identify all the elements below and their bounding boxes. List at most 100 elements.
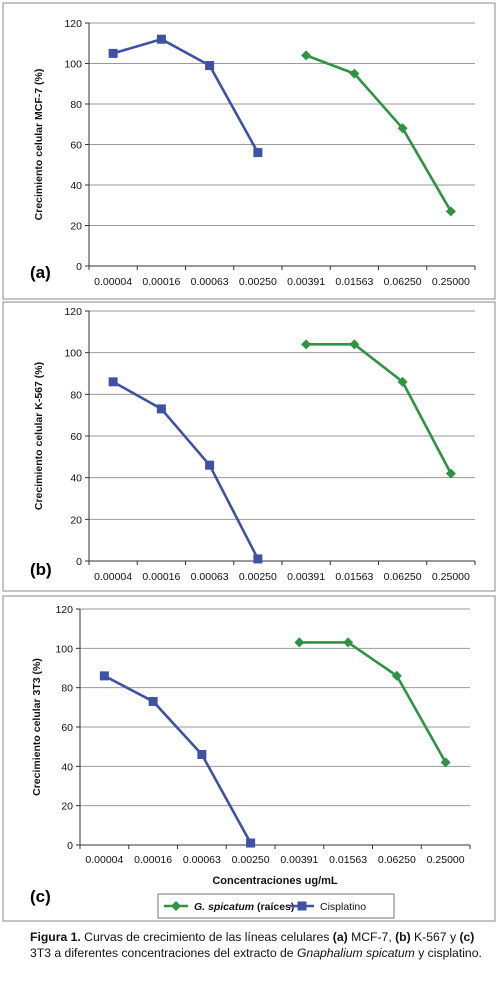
- legend-label-name: G. spicatum: [194, 901, 254, 913]
- y-tick-label: 20: [70, 221, 82, 233]
- y-tick-label: 80: [70, 99, 82, 111]
- x-tick-label: 0.25000: [432, 276, 470, 288]
- y-tick-label: 20: [61, 801, 73, 813]
- data-point: [148, 696, 158, 706]
- y-tick-label: 20: [70, 514, 82, 526]
- x-tick-label: 0.00004: [85, 854, 123, 866]
- data-point: [108, 377, 118, 387]
- chart-panel-1: 0 20 40 60 80 100 120 0.00004 0.00016 0.00063 0.00…: [2, 2, 496, 300]
- caption-panel-a: (a): [332, 930, 348, 944]
- x-tick-label: 0.06250: [384, 276, 422, 288]
- chart-frame: [2, 301, 496, 592]
- x-tick-label: 0.00004: [94, 276, 132, 288]
- data-point: [445, 468, 456, 479]
- x-tick-label: 0.00391: [287, 571, 325, 583]
- data-point: [99, 671, 109, 681]
- y-tick-label: 100: [55, 643, 73, 655]
- x-tick-label: 0.00063: [191, 571, 229, 583]
- y-axis-label: Crecimiento celular 3T3 (%): [31, 658, 43, 796]
- chart-legend: G. spicatum (raíces) Cisplatino: [157, 893, 395, 919]
- y-tick-label: 80: [70, 389, 82, 401]
- data-point: [205, 61, 215, 71]
- x-tick-label: 0.25000: [427, 854, 465, 866]
- series-line: [305, 54, 452, 212]
- series-line: [306, 343, 453, 475]
- chart-panel-3: 0 20 40 60 80 100 120 0.00004 0.00016 0.00063 0.00…: [2, 595, 496, 922]
- x-tick-label: 0.00016: [134, 854, 172, 866]
- x-tick-label: 0.00063: [183, 854, 221, 866]
- data-point: [205, 460, 215, 470]
- legend-label-suffix: (raíces): [254, 901, 294, 913]
- y-tick-label: 80: [61, 683, 73, 695]
- x-tick-label: 0.00250: [232, 854, 270, 866]
- data-point: [253, 554, 263, 564]
- x-tick-label: 0.01563: [335, 571, 373, 583]
- caption-figure-label: Figura 1.: [30, 930, 81, 944]
- x-tick-label: 0.25000: [432, 571, 470, 583]
- y-tick-label: 100: [64, 59, 82, 71]
- data-point: [445, 206, 456, 217]
- y-tick-label: 40: [70, 473, 82, 485]
- y-tick-label: 120: [64, 18, 82, 30]
- data-point: [246, 838, 256, 848]
- data-point: [391, 670, 402, 681]
- figure-caption: Figura 1. Curvas de crecimiento de las l…: [30, 930, 485, 961]
- x-tick-label: 0.01563: [335, 276, 373, 288]
- y-axis-label: Crecimiento celular MCF-7 (%): [33, 69, 45, 221]
- y-tick-label: 0: [76, 556, 82, 568]
- legend-marker: [171, 901, 181, 911]
- x-tick-label: 0.00063: [191, 276, 229, 288]
- caption-panel-b: (b): [395, 930, 411, 944]
- series-line: [103, 674, 252, 844]
- data-point: [349, 68, 360, 79]
- chart-frame: [2, 595, 496, 922]
- caption-text-1: Curvas de crecimiento de las líneas celu…: [80, 930, 333, 944]
- data-point: [349, 339, 360, 350]
- legend-label: G. spicatum (raíces): [194, 901, 294, 913]
- caption-text-4: 3T3 a diferentes concentraciones del ext…: [30, 945, 297, 960]
- x-tick-label: 0.00004: [94, 571, 132, 583]
- data-point: [397, 376, 408, 387]
- data-point: [156, 34, 166, 44]
- data-point: [397, 123, 408, 134]
- panel-label: (b): [30, 560, 52, 579]
- data-point: [253, 148, 263, 158]
- caption-text-3: K-567 y: [410, 930, 460, 944]
- x-tick-label: 0.00250: [239, 571, 277, 583]
- legend-label-name: Cisplatino: [320, 901, 366, 913]
- chart-frame: [2, 2, 496, 300]
- caption-text-2: MCF-7,: [347, 930, 396, 944]
- x-tick-label: 0.00250: [239, 276, 277, 288]
- data-point: [301, 339, 312, 350]
- series-line: [112, 380, 260, 560]
- caption-text-5: y cisplatino.: [414, 945, 482, 960]
- data-point: [301, 50, 312, 61]
- y-tick-label: 60: [70, 431, 82, 443]
- y-tick-label: 120: [64, 306, 82, 318]
- x-tick-label: 0.00016: [142, 276, 180, 288]
- caption-panel-c: (c): [459, 930, 475, 944]
- panel-label: (a): [30, 263, 51, 282]
- y-tick-label: 0: [67, 840, 73, 852]
- caption-species: Gnaphalium spicatum: [296, 945, 415, 960]
- y-tick-label: 100: [64, 348, 82, 360]
- legend-marker: [297, 901, 307, 911]
- data-point: [440, 757, 451, 768]
- chart-panel-2: 0 20 40 60 80 100 120 0.00004 0.00016 0.00063 0.00…: [2, 301, 496, 592]
- data-point: [156, 404, 166, 414]
- y-tick-label: 60: [70, 140, 82, 152]
- data-point: [343, 637, 354, 648]
- series-line: [299, 641, 447, 764]
- x-tick-label: 0.00391: [280, 854, 318, 866]
- y-tick-label: 60: [61, 722, 73, 734]
- x-tick-label: 0.06250: [384, 571, 422, 583]
- data-point: [294, 637, 305, 648]
- x-tick-label: 0.06250: [378, 854, 416, 866]
- x-axis-label: Concentraciones ug/mL: [212, 875, 338, 887]
- legend-frame: [157, 893, 395, 919]
- data-point: [197, 750, 207, 760]
- panel-label: (c): [30, 887, 51, 906]
- x-tick-label: 0.01563: [329, 854, 367, 866]
- x-tick-label: 0.00391: [287, 276, 325, 288]
- series-line: [112, 37, 260, 154]
